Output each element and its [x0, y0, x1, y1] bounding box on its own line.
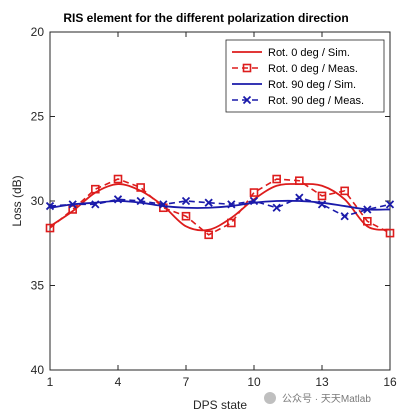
x-marker-stroke — [204, 198, 213, 207]
square-marker — [295, 176, 304, 186]
x-marker — [204, 198, 213, 207]
x-marker-stroke — [317, 200, 327, 209]
square-marker — [204, 230, 213, 240]
square-marker — [91, 184, 100, 194]
x-marker-stroke — [242, 95, 252, 105]
x-marker — [340, 212, 349, 221]
x-tick-label: 13 — [315, 375, 329, 389]
x-marker-stroke — [181, 196, 191, 206]
x-marker — [385, 200, 395, 209]
legend-entry: Rot. 90 deg / Sim. — [232, 79, 356, 91]
series-line — [49, 196, 391, 218]
x-marker-stroke — [363, 205, 372, 214]
legend-entry: Rot. 0 deg / Sim. — [232, 47, 350, 59]
x-marker-stroke — [91, 200, 100, 209]
square-marker — [242, 63, 252, 73]
x-marker-stroke — [272, 203, 281, 212]
legend-label: Rot. 90 deg / Meas. — [268, 95, 364, 107]
series-layer — [45, 174, 395, 240]
legend-label: Rot. 90 deg / Sim. — [268, 79, 356, 91]
y-axis: 20 25 30 35 40 — [31, 25, 390, 377]
x-marker — [249, 196, 259, 206]
x-marker-stroke — [340, 212, 349, 221]
square-marker — [68, 205, 77, 214]
x-marker — [136, 196, 145, 206]
x-marker — [181, 196, 191, 206]
legend-label: Rot. 0 deg / Sim. — [268, 47, 350, 59]
x-marker — [242, 95, 252, 105]
series-2 — [49, 199, 391, 211]
x-marker-stroke — [113, 195, 123, 204]
watermark: 公众号 · 天天Matlab — [264, 392, 371, 405]
x-marker-stroke — [159, 200, 168, 209]
x-marker — [113, 195, 123, 204]
x-axis-label: DPS state — [193, 398, 247, 412]
y-tick-label: 25 — [31, 110, 45, 124]
x-marker — [68, 200, 77, 209]
x-axis: 1 4 7 10 13 16 — [47, 32, 397, 389]
watermark-text: 公众号 · 天天Matlab — [282, 393, 371, 405]
square-marker — [317, 191, 327, 201]
x-tick-label: 1 — [47, 375, 54, 389]
series-0 — [49, 183, 391, 232]
square-marker — [340, 186, 349, 196]
y-tick-label: 40 — [31, 363, 45, 377]
square-marker — [45, 223, 55, 233]
x-marker-stroke — [227, 200, 236, 209]
x-marker — [295, 193, 304, 202]
y-tick-label: 30 — [31, 194, 45, 208]
x-marker-stroke — [249, 196, 259, 206]
x-marker — [45, 201, 55, 211]
square-marker — [181, 211, 191, 221]
legend-entry: Rot. 90 deg / Meas. — [232, 95, 364, 107]
x-marker — [363, 205, 372, 214]
legend-entry: Rot. 0 deg / Meas. — [232, 63, 358, 75]
series-line — [49, 178, 391, 236]
x-marker-stroke — [136, 196, 145, 206]
x-marker — [317, 200, 327, 209]
x-marker-stroke — [68, 200, 77, 209]
square-marker — [249, 188, 259, 197]
x-marker — [227, 200, 236, 209]
square-marker — [272, 174, 281, 184]
x-tick-label: 7 — [183, 375, 190, 389]
x-marker — [159, 200, 168, 209]
square-marker — [227, 218, 236, 228]
square-marker — [363, 216, 372, 226]
square-marker — [113, 174, 123, 184]
series-line — [49, 183, 391, 232]
legend-label: Rot. 0 deg / Meas. — [268, 63, 358, 75]
x-marker-stroke — [385, 200, 395, 209]
x-tick-label: 4 — [115, 375, 122, 389]
y-axis-label: Loss (dB) — [10, 175, 24, 226]
y-tick-label: 35 — [31, 279, 45, 293]
x-marker-stroke — [295, 193, 304, 202]
y-tick-label: 20 — [31, 25, 45, 39]
square-marker — [136, 183, 145, 192]
x-marker-stroke — [45, 201, 55, 211]
square-marker — [385, 228, 395, 238]
wechat-icon — [264, 392, 276, 404]
legend: Rot. 0 deg / Sim. Rot. 0 deg / Meas. Rot. … — [225, 39, 385, 113]
chart-title: RIS element for the different polarizati… — [63, 11, 348, 25]
series-3 — [45, 193, 395, 221]
x-marker — [91, 200, 100, 209]
x-tick-label: 10 — [247, 375, 261, 389]
series-line — [49, 199, 391, 211]
x-marker — [272, 203, 281, 212]
series-1 — [45, 174, 395, 240]
legend-entries: Rot. 0 deg / Sim. Rot. 0 deg / Meas. Rot. … — [232, 47, 364, 107]
x-tick-label: 16 — [383, 375, 397, 389]
